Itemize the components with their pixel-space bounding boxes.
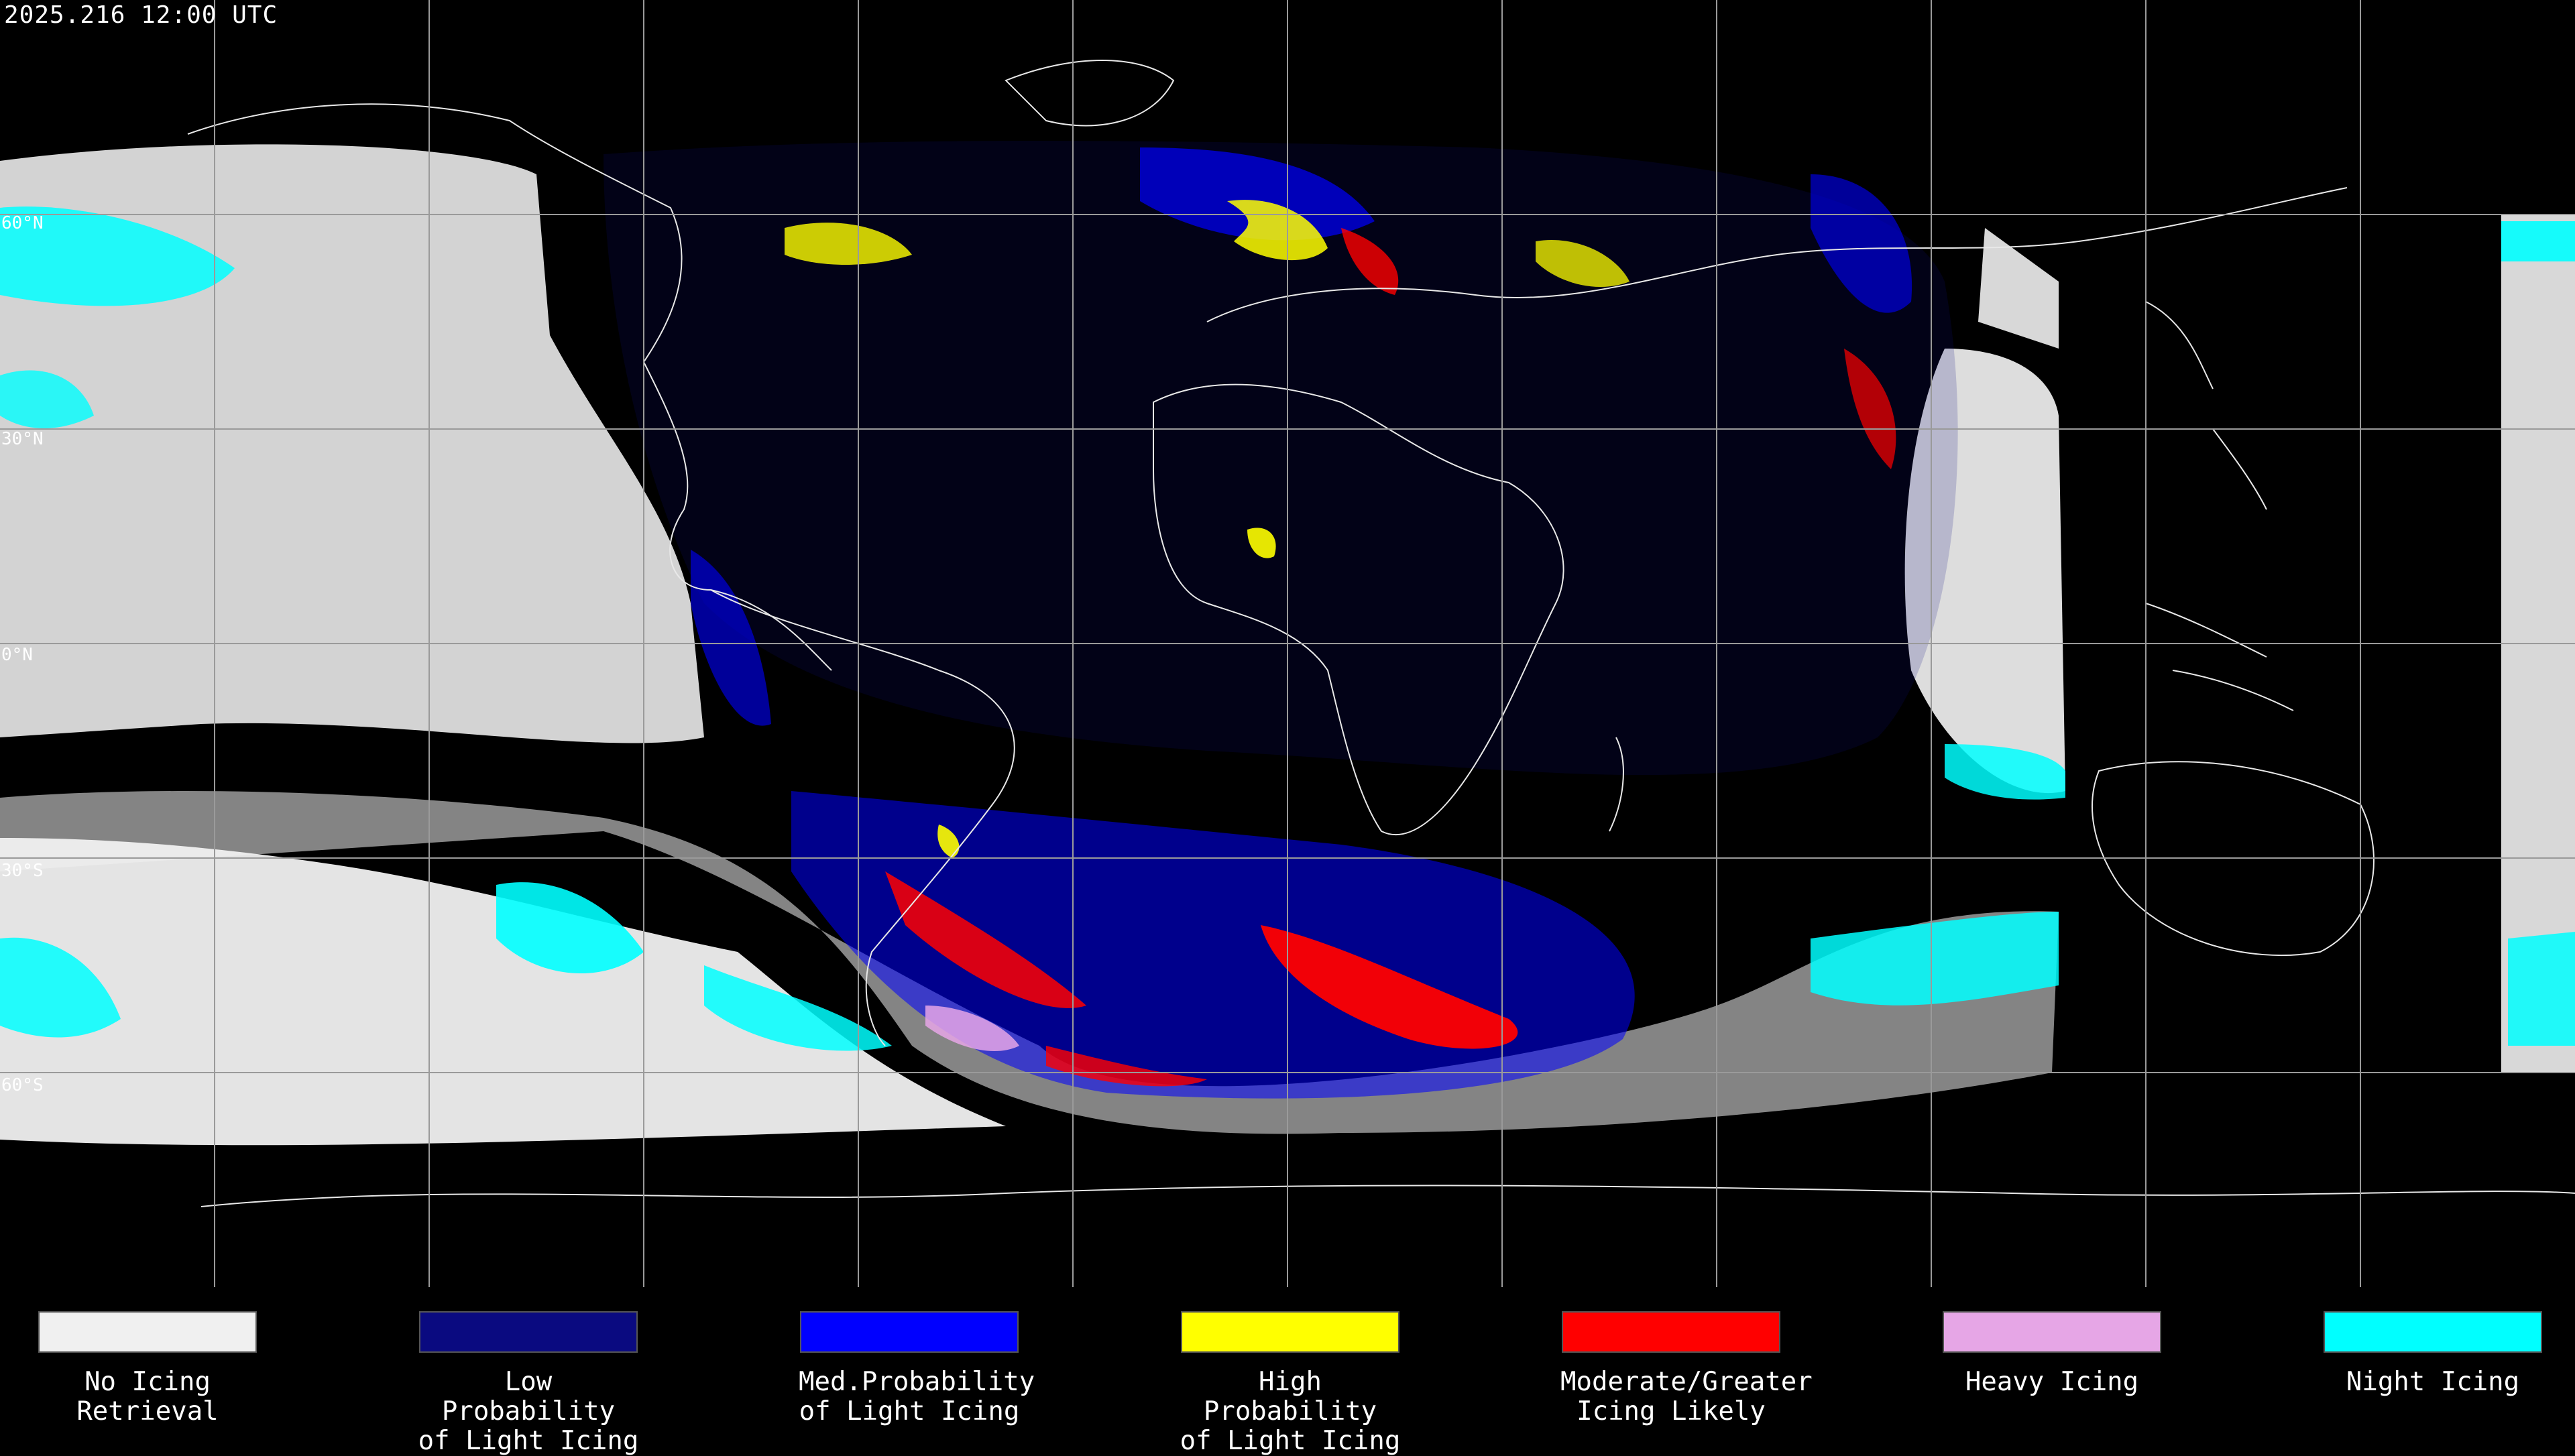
lat-label-30n: 30°N: [1, 429, 44, 449]
legend-swatch: [419, 1311, 638, 1353]
legend-label: Night Icing: [2346, 1367, 2520, 1397]
legend-swatch: [1562, 1311, 1780, 1353]
legend-swatch: [2324, 1311, 2542, 1353]
moderate-greater-regions: [885, 228, 1896, 1087]
legend-item-night-icing: Night Icing: [2322, 1311, 2543, 1397]
legend-item-low-probability: Low Probability of Light Icing: [418, 1311, 639, 1456]
legend-label: No Icing Retrieval: [76, 1367, 219, 1427]
legend-swatch: [800, 1311, 1019, 1353]
map-canvas: [0, 0, 2575, 1287]
legend-item-med-probability: Med.Probability of Light Icing: [799, 1311, 1035, 1427]
legend: No Icing Retrieval Low Probability of Li…: [0, 1287, 2575, 1456]
legend-item-heavy-icing: Heavy Icing: [1941, 1311, 2163, 1397]
legend-label: Moderate/Greater Icing Likely: [1560, 1367, 1813, 1427]
legend-swatch: [38, 1311, 257, 1353]
heavy-icing-regions: [925, 1006, 1019, 1052]
icing-map: 2025.216 12:00 UTC 60°N 30°N 0°N 30°S 60…: [0, 0, 2575, 1287]
lat-label-60n: 60°N: [1, 213, 44, 233]
night-icing-regions: [0, 206, 2575, 1051]
lat-label-60s: 60°S: [1, 1075, 44, 1095]
legend-item-high-probability: High Probability of Light Icing: [1180, 1311, 1401, 1456]
legend-label: Heavy Icing: [1965, 1367, 2139, 1397]
legend-label: Low Probability of Light Icing: [418, 1367, 639, 1456]
legend-label: High Probability of Light Icing: [1180, 1367, 1401, 1456]
legend-item-no-icing: No Icing Retrieval: [37, 1311, 258, 1427]
graticule: [0, 0, 2575, 1287]
coastlines: [187, 60, 2575, 1207]
legend-swatch: [1943, 1311, 2161, 1353]
legend-swatch: [1181, 1311, 1399, 1353]
legend-label: Med.Probability of Light Icing: [799, 1367, 1035, 1427]
lat-label-30s: 30°S: [1, 861, 44, 881]
legend-item-moderate-greater: Moderate/Greater Icing Likely: [1560, 1311, 1813, 1427]
lat-label-0n: 0°N: [1, 645, 33, 665]
low-probability-regions: [604, 141, 1958, 776]
timestamp: 2025.216 12:00 UTC: [4, 1, 278, 29]
